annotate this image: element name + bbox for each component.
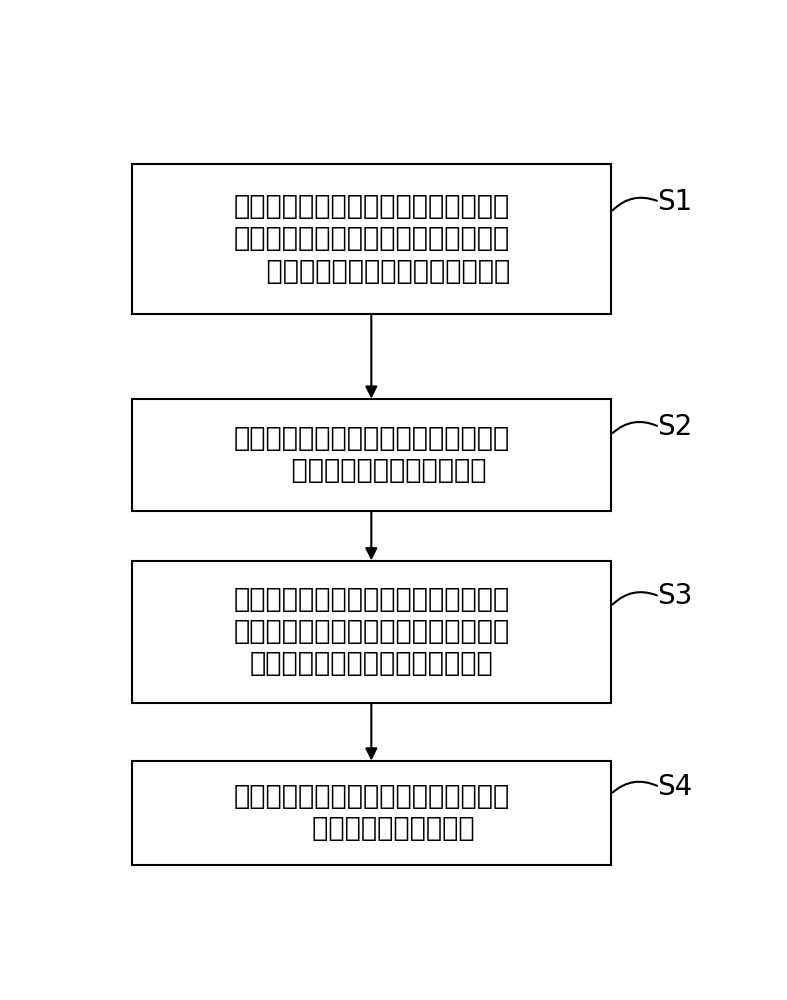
Text: 留时间，结合当前充电站供电情况和充: 留时间，结合当前充电站供电情况和充 bbox=[233, 226, 509, 252]
Text: S2: S2 bbox=[657, 413, 693, 441]
Bar bbox=[132, 561, 611, 703]
Bar bbox=[132, 164, 611, 314]
Bar bbox=[132, 761, 611, 865]
Text: 将策略信息发送至用户侧，并根据用户: 将策略信息发送至用户侧，并根据用户 bbox=[233, 784, 509, 810]
Text: S4: S4 bbox=[657, 773, 693, 801]
Text: 基于充电时间弹性与预设充电模式的对: 基于充电时间弹性与预设充电模式的对 bbox=[233, 426, 509, 452]
Text: S3: S3 bbox=[657, 582, 693, 610]
Text: 基于当前充电站匹配的太阳能调度信息: 基于当前充电站匹配的太阳能调度信息 bbox=[233, 587, 509, 613]
Text: S1: S1 bbox=[657, 188, 693, 216]
Text: 侧的反馈信息进行充电: 侧的反馈信息进行充电 bbox=[268, 816, 474, 842]
Text: 当前充电站中控制充电的策略信息: 当前充电站中控制充电的策略信息 bbox=[249, 651, 493, 677]
Bar bbox=[132, 399, 611, 511]
Text: 、区域用电分配信息和充电模式，确定: 、区域用电分配信息和充电模式，确定 bbox=[233, 619, 509, 645]
Text: 根据用户侧所需的目标充电量和充电停: 根据用户侧所需的目标充电量和充电停 bbox=[233, 194, 509, 220]
Text: 电站充电参数，得出充电时间弹性: 电站充电参数，得出充电时间弹性 bbox=[232, 259, 511, 285]
Text: 应关系选择对应的充电模式: 应关系选择对应的充电模式 bbox=[257, 458, 486, 484]
